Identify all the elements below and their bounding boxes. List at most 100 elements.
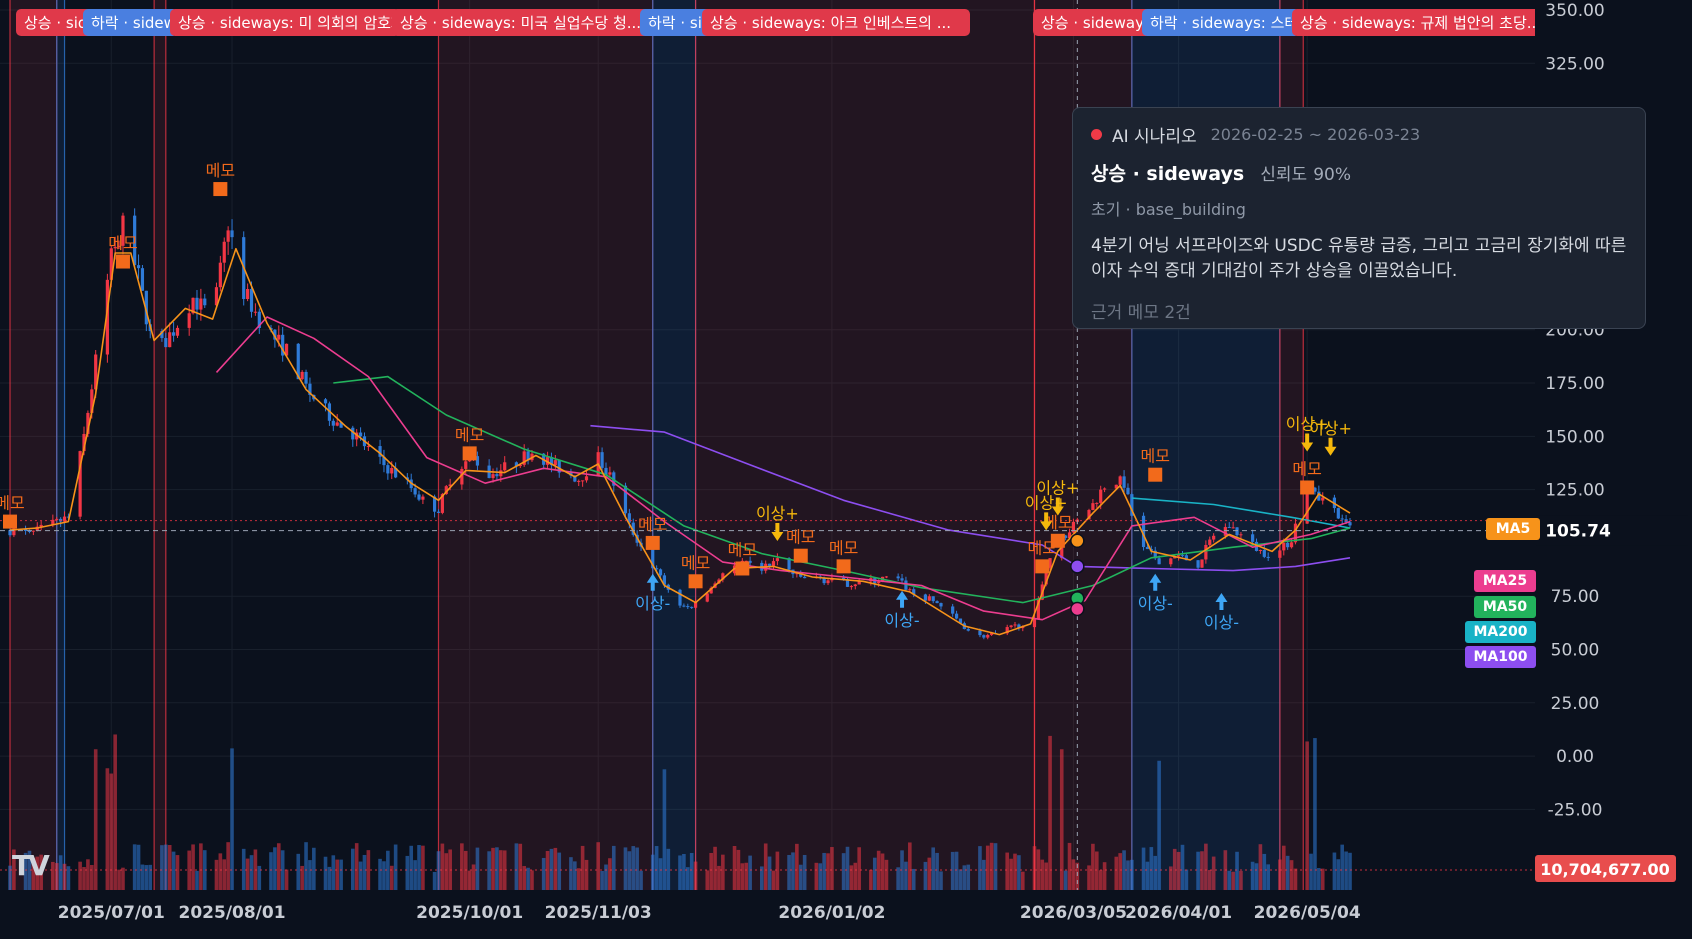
volume-bar [1169,866,1173,890]
volume-bar [257,865,262,890]
volume-bar [518,843,523,890]
scenario-tag-label: 상승 · sideways: 미국 실업수당 청... [400,14,641,32]
candle-body [557,460,561,473]
volume-bar [1207,869,1212,890]
volume-bar [682,853,686,890]
candle-body [1262,549,1266,557]
scenario-tag[interactable]: 하락 · sideways: ... [640,9,783,36]
volume-bar [1348,852,1352,890]
candle-body [253,311,258,313]
volume-bar [611,845,616,890]
candle-body [822,578,826,584]
candle-body [877,581,881,584]
volume-bar [362,854,367,890]
volume-bar [1336,859,1341,890]
volume-bar [650,854,655,890]
volume-bar [323,856,328,890]
candle-body [931,596,935,602]
scenario-tag[interactable]: 상승 · sideways: 규제 법안의 초당... [1292,9,1559,36]
volume-bar [132,844,137,890]
volume-bar [608,858,612,890]
scenario-tag[interactable]: 상승 · sideways: 미국 실업수당 청... [392,9,650,36]
volume-bar [66,866,71,890]
candle-body [331,420,335,426]
volume-bar [872,857,877,890]
candle-body [1087,510,1091,520]
candle-body [954,613,959,619]
scenario-tag-bg [392,9,650,36]
candle-body [27,530,32,532]
volume-bar [366,850,371,890]
volume-bar [1278,859,1282,890]
volume-bar [1091,843,1095,890]
volume-bar [596,842,600,890]
volume-bar [487,851,491,890]
candle-body [284,343,289,356]
volume-bar [78,861,82,890]
scenario-tag-label: 상승 · sideways: 아크 인베스트의 ... [710,14,951,32]
volume-bar [927,857,932,890]
candle-body [1122,476,1126,488]
scenario-tag[interactable]: 상승 · sideways: ... [1033,9,1176,36]
volume-bar [300,865,304,890]
candle-body [1099,489,1103,503]
volume-bar [1332,852,1337,890]
anomaly-up-arrow-icon [1301,433,1314,452]
volume-bar [1340,844,1345,890]
volume-bar [421,845,425,890]
volume-bar [740,863,745,890]
candle-body [545,457,550,465]
price-tick-label: 50.00 [1551,640,1600,660]
volume-bar [584,859,589,890]
anomaly-down-arrow-icon [1149,573,1162,591]
volume-bar [896,867,900,890]
candle-body [1282,542,1286,551]
candle-body [105,279,109,355]
scenario-band [154,0,166,890]
candle-body [448,484,452,487]
anomaly-up-arrow-icon [1051,497,1064,516]
memo-marker-label: 메모 [1043,513,1072,532]
volume-bar [1118,853,1122,890]
candle-body [277,334,281,340]
tooltip-phase: 초기 · base_building [1091,200,1246,219]
volume-bar [460,843,464,890]
volume-bar [662,769,667,890]
scenario-band [695,0,1035,890]
candle-body [136,265,141,269]
scenario-tag[interactable]: 하락 · sideways: ... [83,9,226,36]
scenario-tag[interactable]: 상승 · sideways: 미 의회의 암호화... [170,9,419,36]
volume-bar [767,856,772,890]
volume-bar [1102,862,1107,890]
volume-bar [693,861,698,890]
volume-bar [869,869,873,890]
volume-bar [1200,851,1204,890]
scenario-tag-bg [1292,9,1559,36]
candle-body [884,576,889,578]
candle-body [709,587,713,594]
volume-bar [148,864,153,890]
memo-marker-icon [836,559,851,574]
memo-marker-icon [3,514,17,529]
candle-body [1177,555,1181,557]
anomaly-up-arrow-icon [1040,512,1053,531]
scenario-tag-label: 상승 · sideways: ... [1041,14,1176,32]
candle-body [1048,558,1052,568]
anomaly-up-label: 이상+ [1286,415,1329,434]
tooltip-footer: 근거 메모 2건 [1091,303,1191,323]
anomaly-down-label: 이상- [1204,613,1239,632]
volume-bar [1098,870,1103,890]
volume-bar [1044,862,1048,890]
scenario-tag-label: 상승 · sideways: 미국 상원... [24,14,219,32]
scenario-tag[interactable]: 상승 · sideways: 아크 인베스트의 ... [702,9,970,36]
volume-bar [51,861,55,890]
candle-body [164,338,168,348]
time-axis-bg [0,890,1692,939]
candle-body [608,472,612,475]
candle-body [432,496,437,512]
candle-body [1036,599,1040,620]
tooltip-title: 상승 · sideways [1091,163,1245,185]
volume-bar [202,850,207,890]
scenario-tag[interactable]: 하락 · sideways: 스테이블... [1142,9,1340,36]
